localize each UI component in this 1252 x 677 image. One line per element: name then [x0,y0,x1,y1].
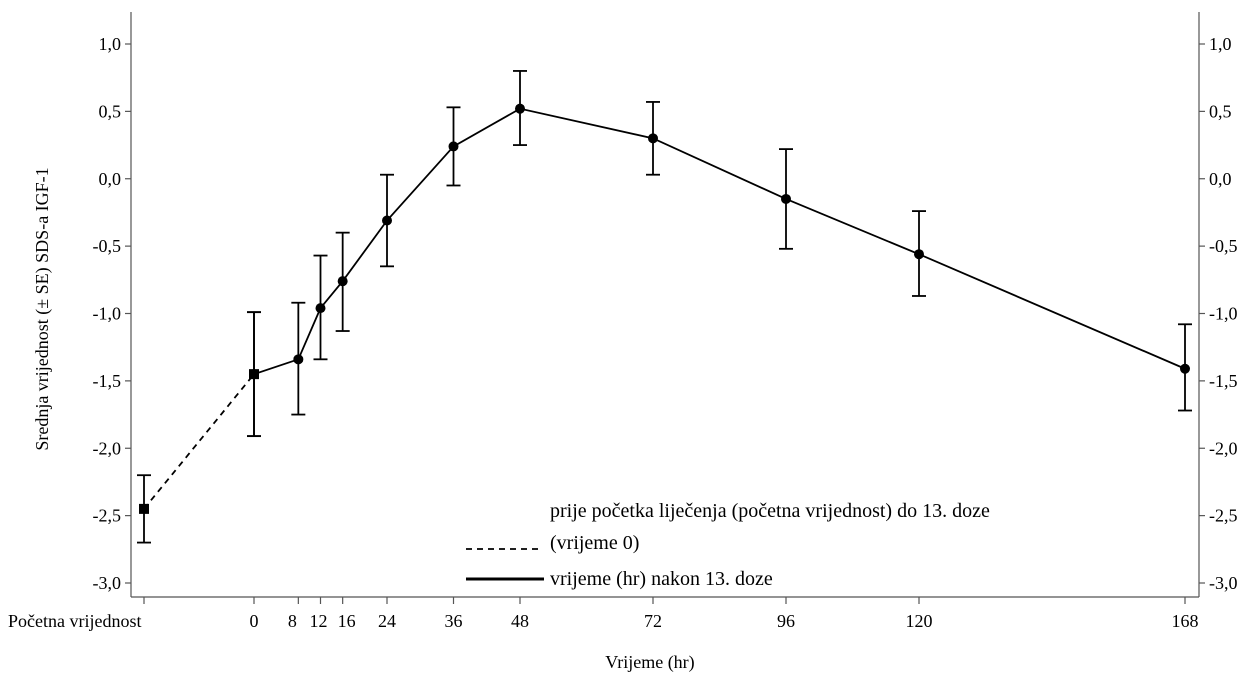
series-pretreatment [137,311,261,544]
series-layer [137,70,1192,544]
data-point-circle [337,276,348,287]
y-tick-label-right: -1,5 [1209,371,1238,391]
x-tick-label: 48 [511,611,529,631]
x-tick-label: 96 [777,611,795,631]
y-tick-label-left: 0,0 [99,169,122,189]
data-point-circle [448,141,459,152]
y-tick-label-left: -1,0 [93,304,122,324]
y-tick-label-right: -2,5 [1209,506,1238,526]
data-point-circle [781,193,791,204]
x-axis-title: Vrijeme (hr) [605,652,694,673]
y-tick-label-left: -2,5 [93,506,122,526]
series-post-dose-13 [247,70,1192,438]
x-tick-label: 0 [250,611,259,631]
data-point-square [139,503,149,514]
series-line [253,107,1186,375]
legend-label-line1: prije početka liječenja (početna vrijedn… [550,500,990,522]
series-line [143,373,255,510]
x-tick-label: 36 [445,611,463,631]
y-tick-label-right: 0,0 [1209,169,1232,189]
x-tick-label: 72 [644,611,662,631]
x-tick-label: 24 [378,611,396,631]
x-tick-label: Početna vrijednost [8,611,141,631]
legend-item-pretreatment: prije početka liječenja (početna vrijedn… [466,500,990,554]
y-tick-label-right: 0,5 [1209,101,1232,121]
y-tick-label-right: 1,0 [1209,34,1232,54]
legend-label: vrijeme (hr) nakon 13. doze [550,568,773,590]
y-tick-label-right: -1,0 [1209,304,1238,324]
x-tick-label: 8 [288,611,297,631]
data-point-circle [648,133,658,144]
data-point-circle [293,354,304,365]
y-tick-label-right: -3,0 [1209,573,1238,593]
y-tick-label-left: -3,0 [93,573,122,593]
y-tick-label-right: -0,5 [1209,236,1238,256]
x-tick-label: 16 [338,611,356,631]
y-tick-label-left: -2,0 [93,438,122,458]
data-point-circle [914,249,924,260]
data-point-circle [249,369,259,380]
data-point-circle [382,215,392,226]
legend-label-line2: (vrijeme 0) [550,532,639,554]
data-point-circle [515,103,525,114]
legend: prije početka liječenja (početna vrijedn… [466,500,990,590]
y-tick-label-left: 0,5 [99,101,122,121]
y-tick-label-left: 1,0 [99,34,122,54]
y-axis-title: Srednja vrijednost (± SE) SDS-a IGF-1 [32,167,53,450]
y-tick-label-left: -1,5 [93,371,122,391]
y-tick-label-right: -2,0 [1209,438,1238,458]
data-point-circle [315,303,326,314]
x-tick-label: 168 [1172,611,1199,631]
data-point-circle [1180,363,1190,374]
legend-item-post-dose-13: vrijeme (hr) nakon 13. doze [466,568,773,590]
y-tick-label-left: -0,5 [93,236,122,256]
x-tick-label: 12 [310,611,328,631]
x-tick-label: 120 [906,611,933,631]
axes: 1,0 1,0 0,5 0,5 0,0 0,0 -0,5 -0,5 -1,0 -1,0 -1,5 -1… [8,12,1238,631]
